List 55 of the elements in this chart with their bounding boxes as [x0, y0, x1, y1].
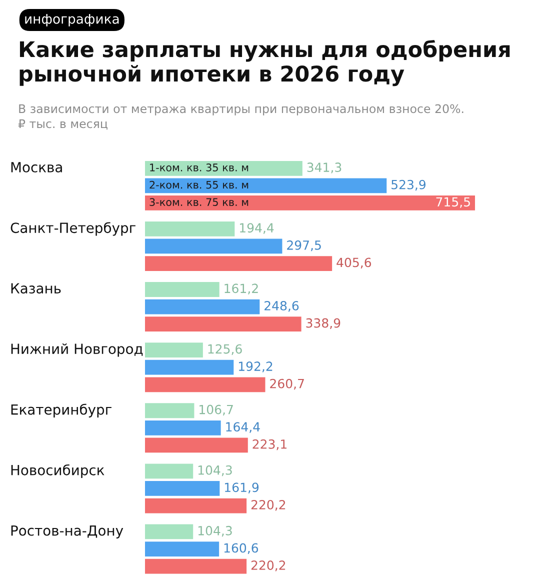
- data-label: 161,2: [224, 284, 258, 294]
- data-label: 164,4: [226, 422, 260, 433]
- bar: [145, 377, 266, 392]
- data-label: 223,1: [252, 439, 286, 450]
- bar: [145, 222, 235, 236]
- data-label: 341,3: [307, 162, 342, 174]
- y-tick-label: Москва: [11, 162, 62, 172]
- bar: [145, 238, 282, 254]
- y-tick-label: Нижний Новгород: [11, 343, 143, 357]
- series-label: 2-ком. кв. 55 кв. м: [150, 180, 248, 189]
- bar: [145, 256, 332, 271]
- bar: [145, 542, 220, 556]
- y-tick-label: Санкт-Петербург: [10, 222, 136, 236]
- bar: [145, 403, 194, 418]
- data-label: 405,6: [336, 258, 372, 268]
- data-label: 220,2: [251, 500, 286, 511]
- data-label: 104,3: [198, 526, 232, 537]
- data-label: 161,9: [225, 482, 259, 494]
- series-label: 1-ком. кв. 35 кв. м: [150, 164, 248, 172]
- data-label: 248,6: [264, 300, 299, 312]
- bar: [145, 196, 475, 210]
- bar: [145, 178, 387, 194]
- data-label: 104,3: [198, 465, 232, 476]
- data-label: 194,4: [240, 223, 274, 234]
- y-tick-label: Екатеринбург: [11, 404, 112, 418]
- chart-title: Какие зарплаты нужны для одобрения рыночной ипотеки в 2026 году: [20, 40, 510, 86]
- series-label: 3-ком. кв. 75 кв. м: [150, 198, 248, 206]
- bar: [145, 420, 221, 436]
- data-label: 297,5: [287, 240, 321, 252]
- bar: [145, 438, 248, 453]
- bar: [145, 360, 234, 375]
- bar: [145, 558, 247, 574]
- data-label: 523,9: [392, 180, 426, 191]
- y-tick-label: Казань: [11, 283, 61, 294]
- y-tick-label: Новосибирск: [11, 464, 104, 478]
- bar: [145, 464, 194, 479]
- data-label: 192,2: [238, 362, 272, 372]
- chart-subtitle: В зависимости от метража квартиры при первоначальном взносе 20%. ₽ тыс. в месяц: [18, 104, 464, 130]
- bar: [145, 160, 302, 176]
- data-label: 260,7: [270, 378, 304, 390]
- data-label: 106,7: [200, 404, 233, 416]
- bar: [145, 342, 203, 358]
- bar: [145, 481, 220, 496]
- data-label: 338,9: [306, 318, 340, 330]
- bar: [145, 299, 260, 314]
- data-label: 220,2: [251, 560, 286, 572]
- bar: [145, 316, 302, 332]
- data-label: 125,6: [208, 344, 242, 355]
- bar: [145, 282, 220, 297]
- y-tick-label: Ростов-на-Дону: [11, 525, 124, 538]
- text: инфографика: [25, 14, 119, 26]
- data-label: 160,6: [224, 543, 258, 554]
- data-label: 715,5: [436, 197, 470, 208]
- bar: [145, 498, 247, 514]
- bar: [145, 524, 194, 540]
